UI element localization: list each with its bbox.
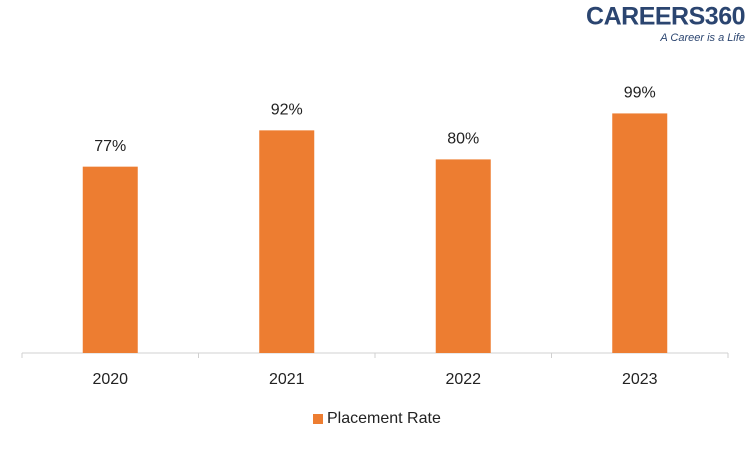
legend-label: Placement Rate [327,410,441,427]
x-tick-label: 2020 [92,371,128,388]
data-label: 80% [447,131,479,148]
x-tick-label: 2021 [269,371,305,388]
logo: CAREERS360 [586,3,745,31]
data-label: 99% [624,85,656,102]
x-tick-label: 2023 [622,371,658,388]
logo-tagline: A Career is a Life [659,32,745,44]
data-label: 77% [94,138,126,155]
data-label: 92% [271,102,303,119]
bar [82,166,138,353]
bar [435,159,491,353]
legend-swatch [313,414,323,424]
x-tick-label: 2022 [445,371,481,388]
bar [612,113,668,353]
bar [259,130,315,353]
